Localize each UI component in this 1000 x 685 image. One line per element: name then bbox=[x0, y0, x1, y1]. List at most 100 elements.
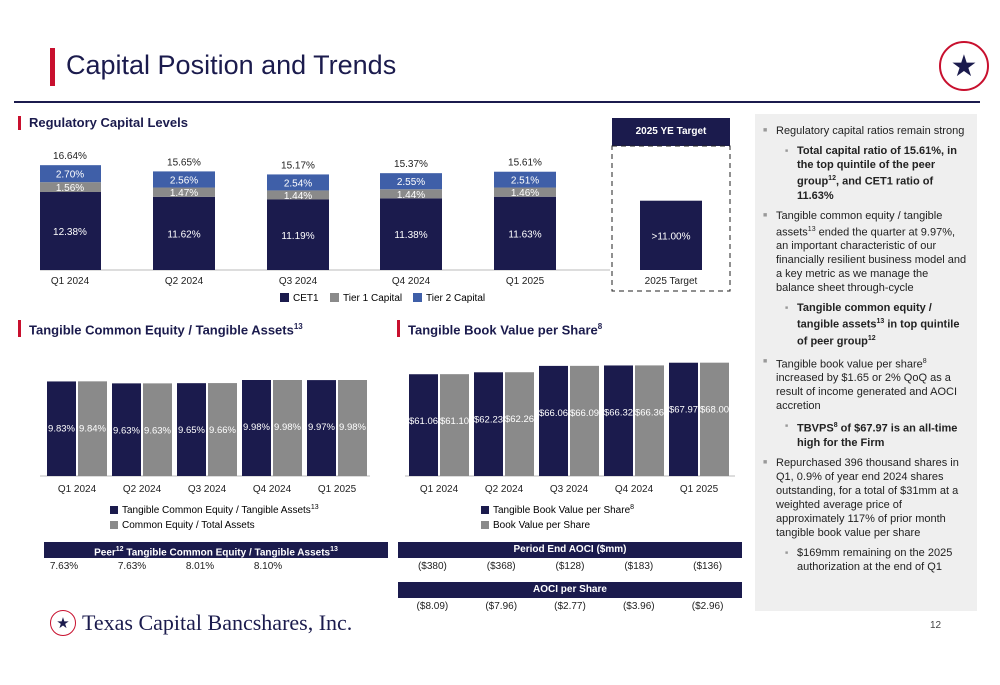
regcap-bar-label: 1.47% bbox=[170, 188, 198, 199]
regcap-x-label: 2025 Target bbox=[645, 276, 698, 287]
legend-swatch-bv bbox=[481, 521, 489, 529]
aoci-share-cell: ($3.96) bbox=[622, 601, 655, 612]
peer-cell: 7.63% bbox=[49, 561, 79, 572]
regcap-bar-tier-2-capital bbox=[153, 171, 215, 188]
subbullet-tce-peer: Tangible common equity / tangible assets… bbox=[763, 301, 969, 348]
legend-swatch-tier2 bbox=[413, 293, 422, 302]
bar-secondary bbox=[440, 374, 469, 476]
regcap-target-bar bbox=[640, 200, 702, 270]
bar-value-label: $62.26 bbox=[505, 414, 534, 425]
regcap-bar-label: 2.51% bbox=[511, 176, 539, 187]
regcap-bar-cet1 bbox=[267, 199, 329, 270]
bar-value-label: 9.98% bbox=[274, 422, 301, 433]
regcap-total-label: 15.37% bbox=[394, 159, 428, 170]
aoci-share-cell: ($2.77) bbox=[554, 601, 586, 612]
regcap-total-label: 15.65% bbox=[167, 157, 201, 168]
commentary-panel: Regulatory capital ratios remain strong … bbox=[755, 114, 977, 611]
bar-value-label: $62.23 bbox=[474, 414, 503, 425]
legend-tier1: Tier 1 Capital bbox=[343, 293, 402, 304]
bar-value-label: $66.32 bbox=[604, 407, 633, 418]
bar-secondary bbox=[505, 372, 534, 476]
bar-secondary bbox=[208, 383, 237, 476]
bar-primary bbox=[47, 381, 76, 476]
target-header: 2025 YE Target bbox=[612, 118, 730, 146]
regcap-x-label: Q1 2024 bbox=[51, 276, 90, 287]
aoci-cell: ($380) bbox=[417, 561, 447, 572]
peer-table-row: 7.63% 7.63% 8.01% 8.10% bbox=[30, 559, 370, 575]
regcap-title: Regulatory Capital Levels bbox=[18, 116, 188, 130]
regcap-bar-tier-1-capital bbox=[267, 190, 329, 200]
bar-primary bbox=[474, 372, 503, 476]
regcap-bar-label: 11.62% bbox=[167, 229, 200, 240]
regcap-bar-label: 11.38% bbox=[394, 230, 427, 241]
regcap-bar-label: 12.38% bbox=[53, 227, 87, 238]
regcap-bar-label: 2.55% bbox=[397, 177, 425, 188]
aoci-cell: ($136) bbox=[693, 561, 723, 572]
bar-secondary bbox=[570, 365, 599, 476]
regcap-bar-label: 2.56% bbox=[170, 175, 198, 186]
bar-value-label: $67.97 bbox=[669, 405, 698, 416]
bar-primary bbox=[112, 383, 141, 476]
tce-title: Tangible Common Equity / Tangible Assets… bbox=[18, 320, 303, 338]
regcap-bar-tier-1-capital bbox=[380, 189, 442, 199]
regcap-bar-cet1 bbox=[153, 196, 215, 270]
subbullet-tbvps: TBVPS8 of $67.97 is an all-time high for… bbox=[763, 419, 969, 450]
regcap-bar-tier-2-capital bbox=[494, 171, 556, 188]
regcap-bar-tier-2-capital bbox=[40, 165, 101, 183]
bullet-capital: Regulatory capital ratios remain strong bbox=[763, 124, 969, 138]
bar-secondary bbox=[78, 381, 107, 476]
aoci-table-header: Period End AOCI ($mm) bbox=[398, 542, 742, 558]
regcap-bar-label: 2.70% bbox=[56, 170, 84, 181]
bar-value-label: 9.98% bbox=[339, 422, 366, 433]
regcap-bar-label: 1.56% bbox=[56, 183, 84, 194]
peer-cell: 8.01% bbox=[185, 561, 215, 572]
bar-value-label: $61.06 bbox=[409, 416, 438, 427]
bar-primary bbox=[177, 383, 206, 476]
aoci-share-header: AOCI per Share bbox=[398, 582, 742, 598]
regcap-x-label: Q4 2024 bbox=[392, 276, 431, 287]
tbv-chart: Q1 2024 $61.06 $61.10 Q2 2024 $62.23 $62.26 Q3… bbox=[405, 362, 735, 531]
bar-value-label: 9.84% bbox=[79, 423, 106, 434]
x-axis-label: Q3 2024 bbox=[188, 484, 227, 495]
aoci-cell: ($368) bbox=[486, 561, 516, 572]
legend-swatch-ce bbox=[110, 521, 118, 529]
aoci-cell: ($128) bbox=[555, 561, 585, 572]
peer-cell: 8.10% bbox=[253, 561, 283, 572]
regcap-bar-label: 11.19% bbox=[281, 231, 314, 242]
bar-value-label: 9.66% bbox=[209, 425, 236, 436]
bar-secondary bbox=[273, 380, 302, 476]
bar-value-label: 9.98% bbox=[243, 422, 270, 433]
x-axis-label: Q2 2024 bbox=[123, 484, 162, 495]
peer-cell bbox=[302, 559, 370, 575]
x-axis-label: Q4 2024 bbox=[615, 484, 654, 495]
regcap-chart: Q1 2024 12.38% 1.56% 2.70% 16.64% Q2 2024 11.6… bbox=[40, 145, 731, 304]
legend-cet1: CET1 bbox=[293, 293, 319, 304]
company-name: Texas Capital Bancshares, Inc. bbox=[82, 610, 353, 635]
footer-star-icon: ★ bbox=[50, 610, 76, 636]
regcap-bar-label: 1.44% bbox=[284, 191, 312, 202]
x-axis-label: Q2 2024 bbox=[485, 484, 524, 495]
tbv-title: Tangible Book Value per Share8 bbox=[397, 320, 602, 338]
aoci-cell: ($183) bbox=[624, 561, 654, 572]
aoci-share-cell: ($7.96) bbox=[485, 601, 518, 612]
regcap-bar-cet1 bbox=[40, 192, 101, 270]
regcap-legend: CET1 Tier 1 Capital Tier 2 Capital bbox=[280, 293, 485, 304]
target-dashed-box bbox=[611, 145, 731, 292]
bar-secondary bbox=[143, 383, 172, 476]
bar-value-label: $66.36 bbox=[635, 407, 664, 418]
bar-secondary bbox=[635, 365, 664, 476]
aoci-table-row: ($380) ($368) ($128) ($183) ($136) bbox=[398, 559, 742, 575]
regcap-bar-tier-1-capital bbox=[40, 182, 101, 193]
bar-primary bbox=[539, 365, 568, 476]
x-axis-label: Q4 2024 bbox=[253, 484, 292, 495]
header-divider bbox=[14, 101, 980, 103]
aoci-share-cell: ($2.96) bbox=[691, 601, 724, 612]
legend-ce: Common Equity / Total Assets bbox=[122, 520, 255, 531]
bar-value-label: $66.09 bbox=[570, 408, 599, 419]
legend-bv: Book Value per Share bbox=[493, 520, 591, 531]
subbullet-authorization: $169mm remaining on the 2025 authorizati… bbox=[763, 546, 969, 574]
bullet-tbv: Tangible book value per share8 increased… bbox=[763, 355, 969, 414]
tce-chart: Q1 2024 9.83% 9.84% Q2 2024 9.63% 9.63% Q3 202… bbox=[40, 380, 370, 531]
regcap-bar-label: 1.44% bbox=[397, 190, 425, 201]
bar-value-label: 9.63% bbox=[113, 425, 140, 436]
